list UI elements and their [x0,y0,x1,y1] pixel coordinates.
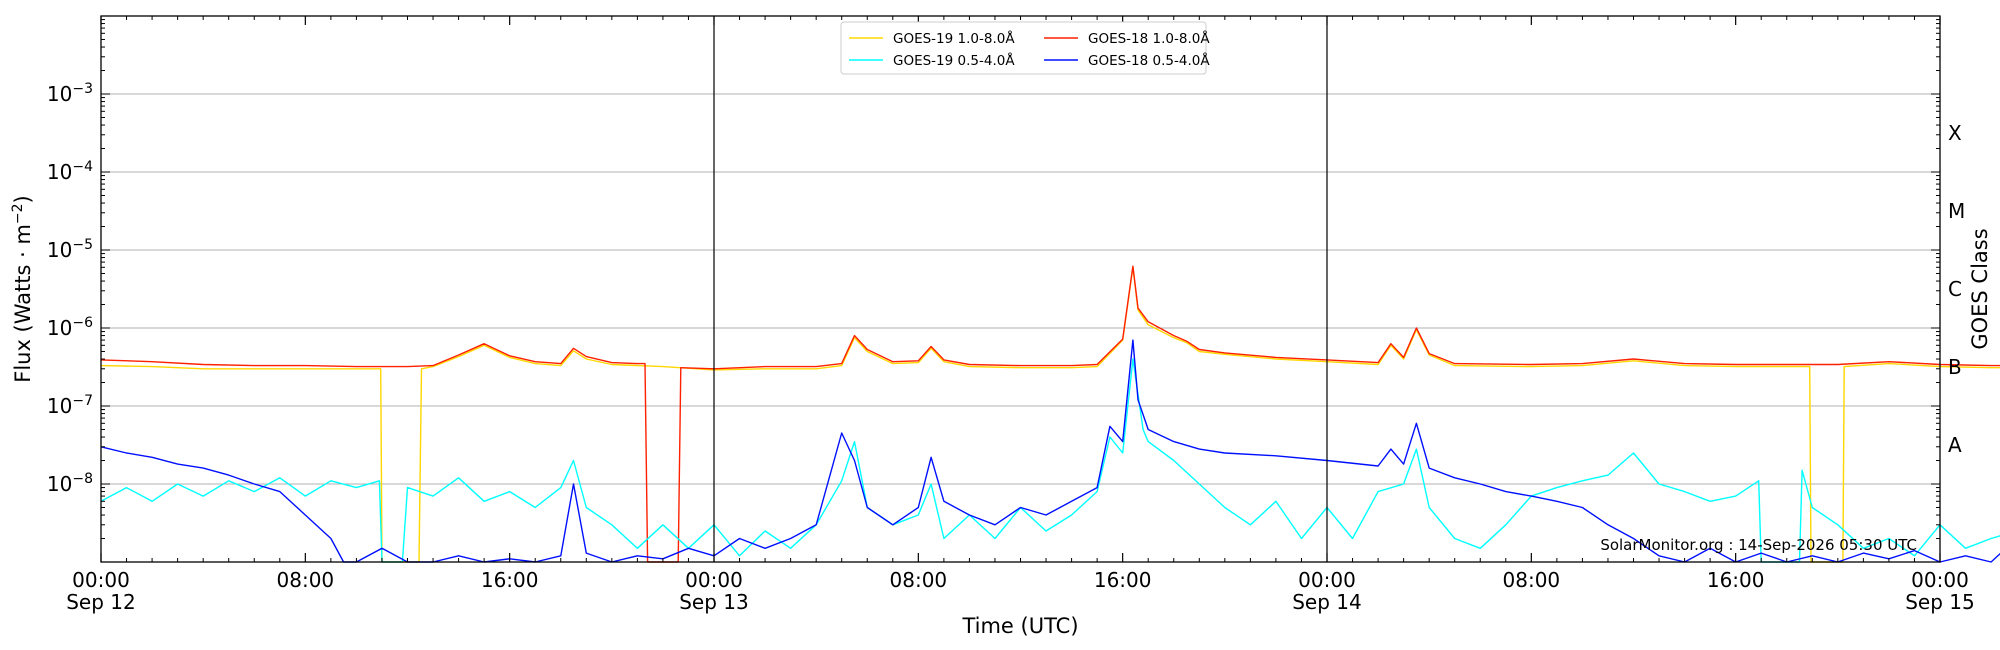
goes-class-axis-title: GOES Class [1968,228,1992,349]
legend-entry-label: GOES-19 0.5-4.0Å [893,52,1015,69]
y-tick-label: 10−4 [47,159,93,184]
goes-class-labels: A B C M X [1948,121,1965,457]
y-tick-exponent: −4 [72,159,93,175]
goes-class-label: B [1948,355,1962,379]
x-tick-label-date: Sep 13 [679,590,749,614]
x-tick-label-date: Sep 15 [1905,590,1975,614]
axis-ticks [100,16,1941,562]
data-series [100,265,2000,563]
y-tick-label: 10−8 [47,471,93,496]
series-line [100,265,2000,563]
y-tick-label: 10−6 [47,315,93,340]
legend-entry-label: GOES-18 0.5-4.0Å [1088,52,1210,69]
y-tick-exponent: −5 [72,237,93,253]
x-tick-label-time: 08:00 [890,568,948,592]
goes-class-label: C [1948,277,1962,301]
x-tick-label-date: Sep 14 [1292,590,1362,614]
y-tick-mantissa: 10 [47,316,72,340]
y-tick-mantissa: 10 [47,160,72,184]
credit-text: SolarMonitor.org : 14-Sep-2026 05:30 UTC [1600,536,1917,554]
y-axis-title-main: Flux (Watts · m [11,224,35,383]
y-tick-mantissa: 10 [47,394,72,418]
goes-class-label: A [1948,433,1962,457]
x-tick-label-time: 00:00 [72,568,130,592]
y-tick-mantissa: 10 [47,472,72,496]
x-tick-label-time: 00:00 [1911,568,1969,592]
series-line [100,358,2000,563]
legend-entry-label: GOES-19 1.0-8.0Å [893,30,1015,47]
x-tick-label-time: 16:00 [1094,568,1152,592]
y-tick-exponent: −8 [72,471,93,487]
x-tick-label-time: 00:00 [685,568,743,592]
y-tick-mantissa: 10 [47,82,72,106]
series-line [100,266,2000,563]
x-tick-label-time: 16:00 [1707,568,1765,592]
goes-class-label: M [1948,199,1965,223]
y-tick-mantissa: 10 [47,238,72,262]
grid-lines [101,93,1940,485]
y-tick-label: 10−3 [47,81,93,106]
legend: GOES-19 1.0-8.0Å GOES-19 0.5-4.0Å GOES-18 … [840,21,1210,75]
x-axis-title: Time (UTC) [961,614,1078,638]
x-tick-label-time: 08:00 [277,568,335,592]
y-tick-exponent: −6 [72,315,93,331]
y-tick-exponent: −7 [72,393,93,409]
plot-frame [100,15,1941,563]
series-line [100,339,2000,563]
x-tick-label-time: 16:00 [481,568,539,592]
x-tick-label-date: Sep 12 [66,590,136,614]
legend-entry-label: GOES-18 1.0-8.0Å [1088,30,1210,47]
y-tick-label: 10−7 [47,393,93,418]
y-axis-title: Flux (Watts · m−2) [10,195,35,383]
y-tick-labels: 10−810−710−610−510−410−3 [47,81,93,496]
y-axis-title-close: ) [11,195,35,203]
y-axis-title-superscript: −2 [10,203,26,224]
x-tick-label-time: 08:00 [1503,568,1561,592]
legend-box [840,21,1207,75]
goes-class-label: X [1948,121,1962,145]
day-boundary-lines [713,16,1328,562]
y-tick-exponent: −3 [72,81,93,97]
x-tick-label-time: 00:00 [1298,568,1356,592]
y-tick-label: 10−5 [47,237,93,262]
